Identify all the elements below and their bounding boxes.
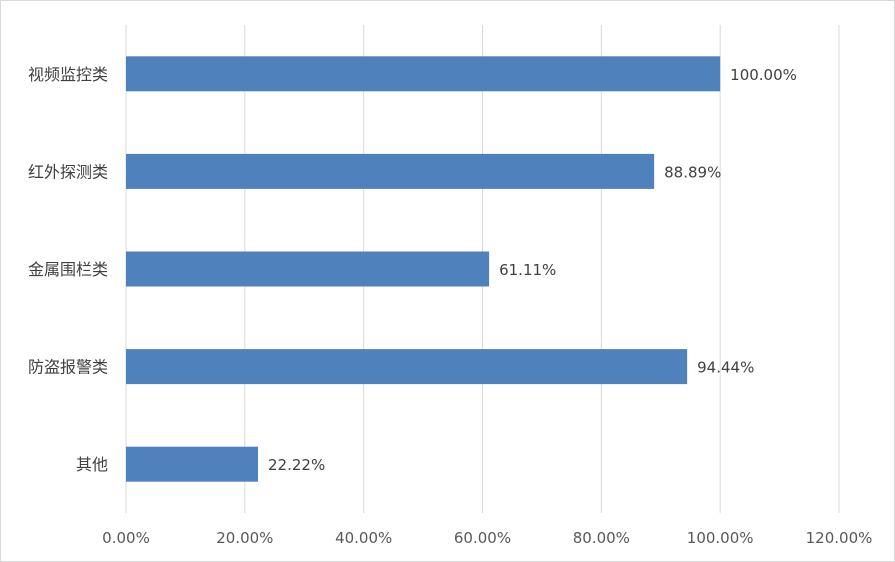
category-label: 防盗报警类 [28,358,108,377]
data-label: 22.22% [268,456,325,474]
x-tick-label: 60.00% [454,529,511,547]
bar [126,153,655,189]
data-label: 88.89% [664,163,721,181]
category-label: 金属围栏类 [28,260,108,279]
category-label: 视频监控类 [28,65,108,84]
x-tick-label: 120.00% [806,529,873,547]
x-tick-label: 40.00% [335,529,392,547]
x-tick-label: 80.00% [573,529,630,547]
category-label: 红外探测类 [28,162,108,181]
x-tick-label: 100.00% [687,529,754,547]
data-label: 100.00% [730,66,797,84]
bar [126,349,688,385]
bar [126,251,490,287]
bar [126,56,721,92]
data-label: 61.11% [499,261,556,279]
x-tick-label: 0.00% [102,529,150,547]
data-label: 94.44% [697,359,754,377]
x-tick-label: 20.00% [216,529,273,547]
bar [126,446,259,482]
category-label: 其他 [76,455,108,474]
